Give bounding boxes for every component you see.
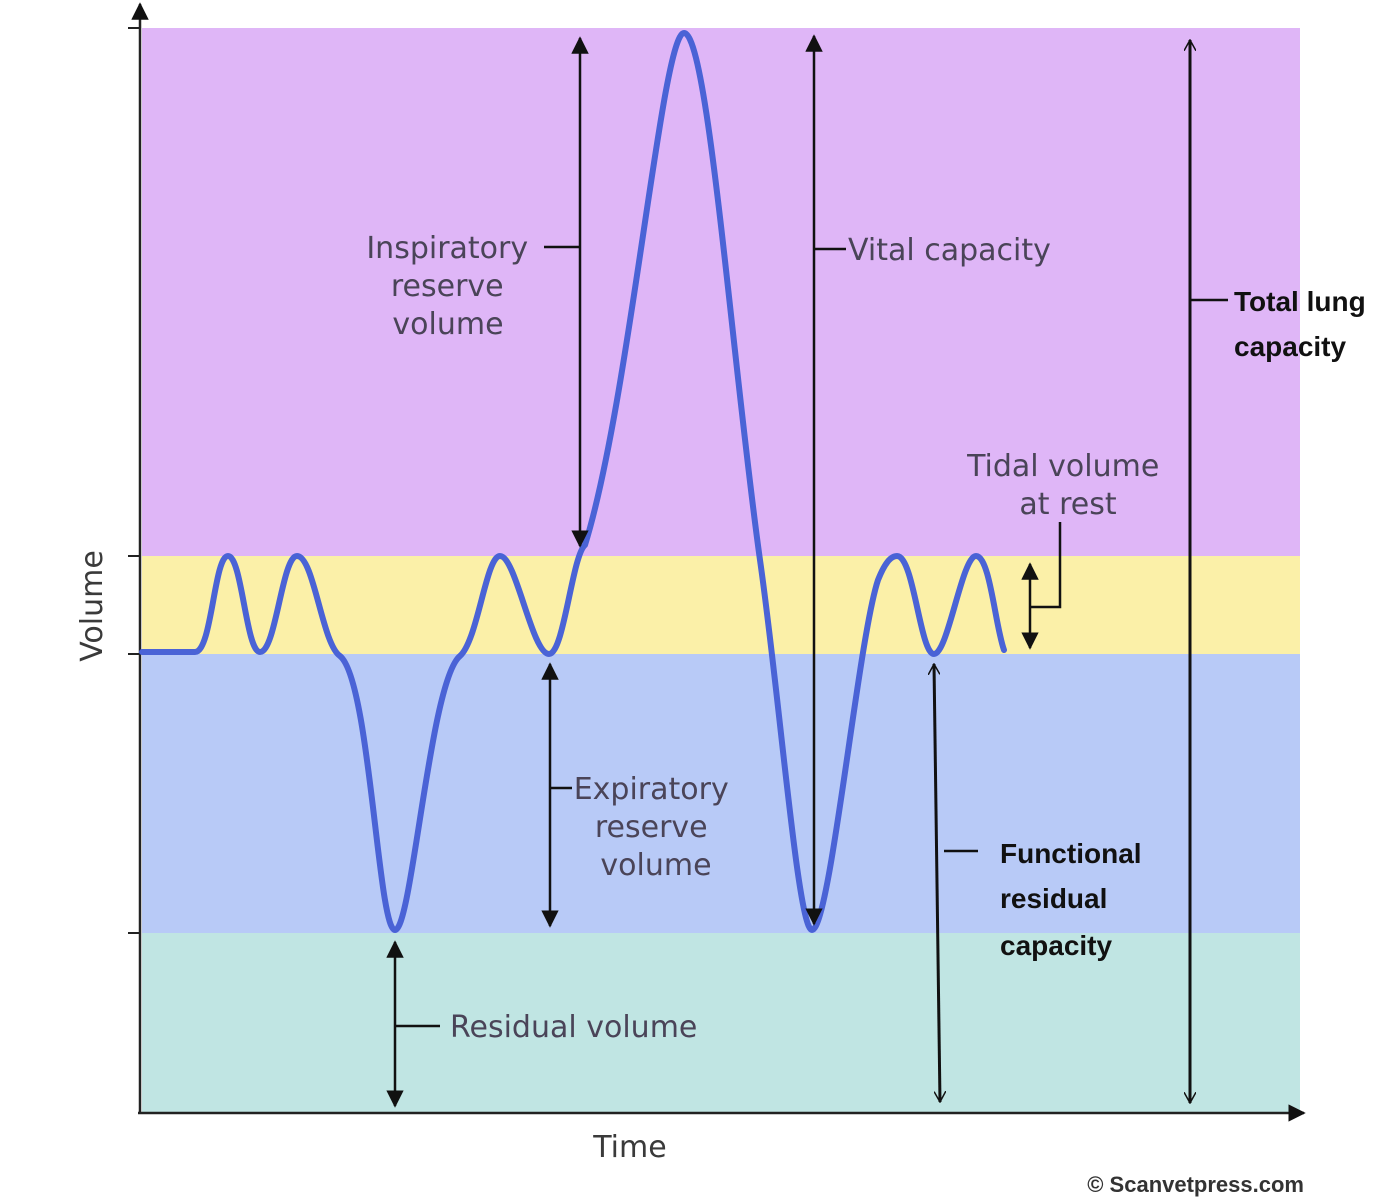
tidal-volume-leader <box>1030 522 1062 609</box>
residual-volume-zone <box>142 933 1300 1113</box>
vital-capacity-label: Vital capacity <box>848 233 1051 268</box>
residual-volume-label: Residual volume <box>450 1010 697 1045</box>
x-axis-title: Time <box>592 1130 666 1165</box>
tidal-volume-zone <box>142 556 1300 654</box>
erv-label: Expiratory reserve volume <box>574 772 739 883</box>
inspiratory-reserve-zone <box>142 28 1300 556</box>
frc-label: Functional residual capacity <box>1000 838 1149 961</box>
y-axis-title: Volume <box>75 550 110 662</box>
copyright-credit: © Scanvetpress.com <box>1087 1172 1304 1197</box>
expiratory-reserve-zone <box>142 654 1300 933</box>
tidal-volume-label: Tidal volume at rest <box>966 449 1169 522</box>
frc-arrow <box>934 664 940 1102</box>
total-lung-capacity-label: Total lung capacity <box>1234 286 1373 362</box>
irv-label: Inspiratory reserve volume <box>366 231 537 342</box>
spirometry-trace <box>139 30 1007 933</box>
